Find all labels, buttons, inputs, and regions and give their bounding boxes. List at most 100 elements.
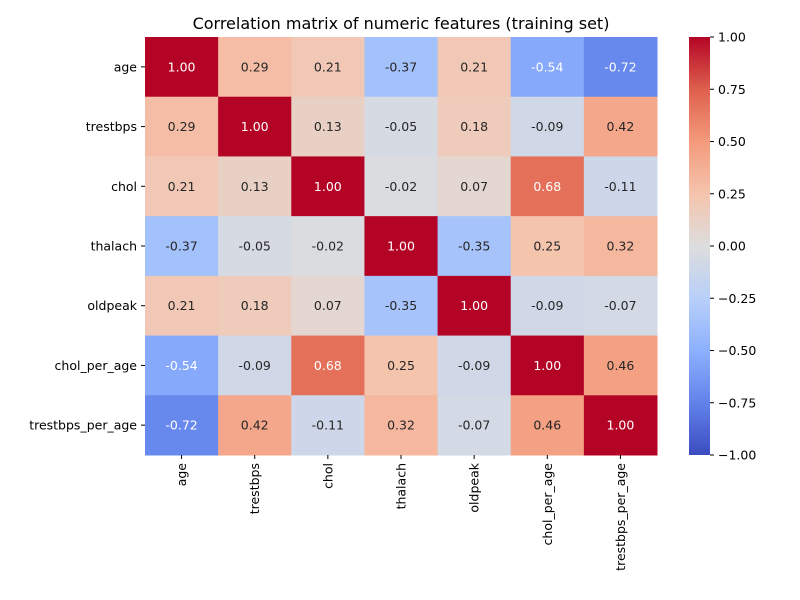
cell-value-label: -0.09 [531,119,563,134]
cell-value-label: 0.29 [241,59,269,74]
colorbar-gradient [689,37,710,455]
column-tick-label: thalach [394,463,409,509]
colorbar-tick-label: 1.00 [718,30,746,45]
column-tick-label: trestbps [247,463,262,514]
cell-value-label: 0.21 [460,59,488,74]
heatmap-cell [437,37,512,98]
heatmap-cell [145,37,219,98]
heatmap-cell [583,275,658,337]
heatmap-cell [145,275,219,337]
heatmap-cell [218,156,292,217]
cell-value-label: -0.05 [239,239,271,254]
cell-value-label: 1.00 [387,239,415,254]
cell-value-label: 0.42 [241,418,269,433]
column-tick-label: oldpeak [467,462,482,512]
heatmap-cell [437,275,512,337]
cell-value-label: 0.68 [314,358,342,373]
column-tick-label: chol_per_age [540,463,555,546]
cell-value-label: -0.05 [385,119,417,134]
heatmap-cell [218,96,292,157]
cell-value-label: 1.00 [607,418,635,433]
cell-value-label: 0.13 [314,119,342,134]
heatmap-cell [291,156,365,217]
row-tick-labels: age trestbps chol thalach oldpeak chol_per_ag… [29,59,145,433]
heatmap-cell [364,216,439,277]
heatmap-cell [291,335,365,396]
heatmap-cell [364,96,439,157]
column-tick-label: age [174,463,189,487]
heatmap-cell [364,156,439,217]
heatmap-cell [583,216,658,277]
cell-value-label: 0.21 [314,59,342,74]
column-tick-label: chol [320,463,335,489]
cell-value-label: 0.18 [460,119,488,134]
heatmap-cell [291,37,365,98]
heatmap-cell [145,395,219,456]
heatmap-cell [145,216,219,277]
heatmap-cell [364,37,439,98]
heatmap-cells: 1.00 0.29 0.21 -0.37 0.21 -0.54 -0.72 0.29 1.00 0… [145,37,658,456]
heatmap-cell [510,335,585,396]
colorbar-tick-label: 0.75 [718,82,746,97]
column-tick-label: trestbps_per_age [613,463,628,571]
heatmap-cell [145,335,219,396]
cell-value-label: -0.37 [385,59,417,74]
heatmap-cell [291,395,365,456]
heatmap-cell [583,395,658,456]
cell-value-label: 1.00 [168,59,196,74]
cell-value-label: -0.02 [312,239,344,254]
heatmap-cell [510,96,585,157]
cell-value-label: 0.07 [460,179,488,194]
cell-value-label: 0.25 [533,239,561,254]
cell-value-label: -0.35 [385,298,417,313]
colorbar-tick-label: 0.25 [718,186,746,201]
cell-value-label: -0.72 [165,418,197,433]
cell-value-label: -0.07 [458,418,490,433]
heatmap-cell [145,156,219,217]
heatmap-cell [364,275,439,337]
cell-value-label: -0.35 [458,239,490,254]
cell-value-label: 0.42 [607,119,635,134]
heatmap-cell [218,395,292,456]
cell-value-label: -0.02 [385,179,417,194]
cell-value-label: 0.32 [607,239,635,254]
cell-value-label: 0.21 [168,298,196,313]
heatmap-cell [437,395,512,456]
cell-value-label: -0.37 [165,239,197,254]
heatmap-cell [218,216,292,277]
row-tick-label: trestbps_per_age [29,418,137,433]
row-tick-label: chol_per_age [55,358,138,373]
heatmap-cell [510,395,585,456]
colorbar-tick-label: 0.00 [718,239,746,254]
heatmap-cell [583,156,658,217]
heatmap-cell [145,96,219,157]
heatmap-cell [364,335,439,396]
cell-value-label: 1.00 [314,179,342,194]
heatmap-cell [291,96,365,157]
cell-value-label: -0.11 [604,179,636,194]
cell-value-label: -0.07 [604,298,636,313]
cell-value-label: 0.68 [533,179,561,194]
heatmap-cell [218,335,292,396]
cell-value-label: 0.32 [387,418,415,433]
cell-value-label: 1.00 [460,298,488,313]
row-tick-label: chol [111,179,137,194]
heatmap-cell [437,96,512,157]
cell-value-label: 1.00 [241,119,269,134]
heatmap-cell [510,156,585,217]
chart-title: Correlation matrix of numeric features (… [193,14,610,33]
colorbar-tick-label: −0.75 [718,395,756,410]
row-tick-label: thalach [91,239,137,254]
heatmap-cell [437,216,512,277]
cell-value-label: -0.09 [531,298,563,313]
column-tick-labels: age trestbps chol thalach oldpeak chol_per_ag… [174,455,628,571]
cell-value-label: 0.18 [241,298,269,313]
cell-value-label: -0.11 [312,418,344,433]
heatmap-cell [218,275,292,337]
colorbar: −1.00 −0.75 −0.50 −0.25 0.00 0.25 0.50 0.75 1.00 [689,30,756,463]
cell-value-label: 0.29 [168,119,196,134]
row-tick-label: oldpeak [87,298,137,313]
cell-value-label: 0.25 [387,358,415,373]
cell-value-label: -0.72 [604,59,636,74]
heatmap-cell [583,96,658,157]
